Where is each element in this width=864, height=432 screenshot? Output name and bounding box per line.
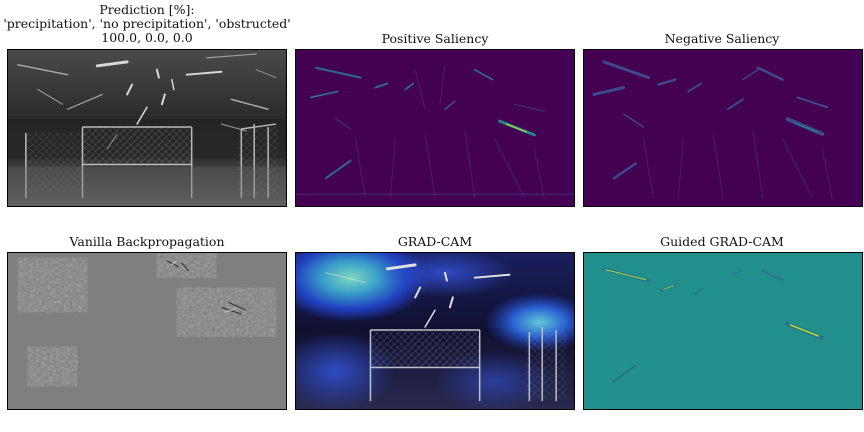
prediction-title-line: Prediction [%]:: [99, 2, 195, 17]
guided-grad-cam-title: Guided GRAD-CAM: [660, 234, 784, 249]
positive-saliency-title: Positive Saliency: [381, 31, 489, 46]
positive-saliency-map: [295, 49, 575, 207]
grad-cam-title: GRAD-CAM: [397, 234, 473, 249]
negative-saliency-map: [583, 49, 863, 207]
vanilla-backprop-map: [7, 252, 287, 410]
guided-grad-cam-map: [583, 252, 863, 410]
vanilla-backprop-title: Vanilla Backpropagation: [69, 234, 225, 249]
prediction-values-line: 100.0, 0.0, 0.0: [101, 30, 193, 45]
input-image: [7, 49, 287, 207]
grad-cam-overlay: [295, 252, 575, 410]
input-panel-title: Prediction [%]: 'precipitation', 'no pre…: [0, 3, 297, 45]
negative-saliency-title: Negative Saliency: [664, 31, 780, 46]
class-names-line: 'precipitation', 'no precipitation', 'ob…: [3, 16, 291, 31]
